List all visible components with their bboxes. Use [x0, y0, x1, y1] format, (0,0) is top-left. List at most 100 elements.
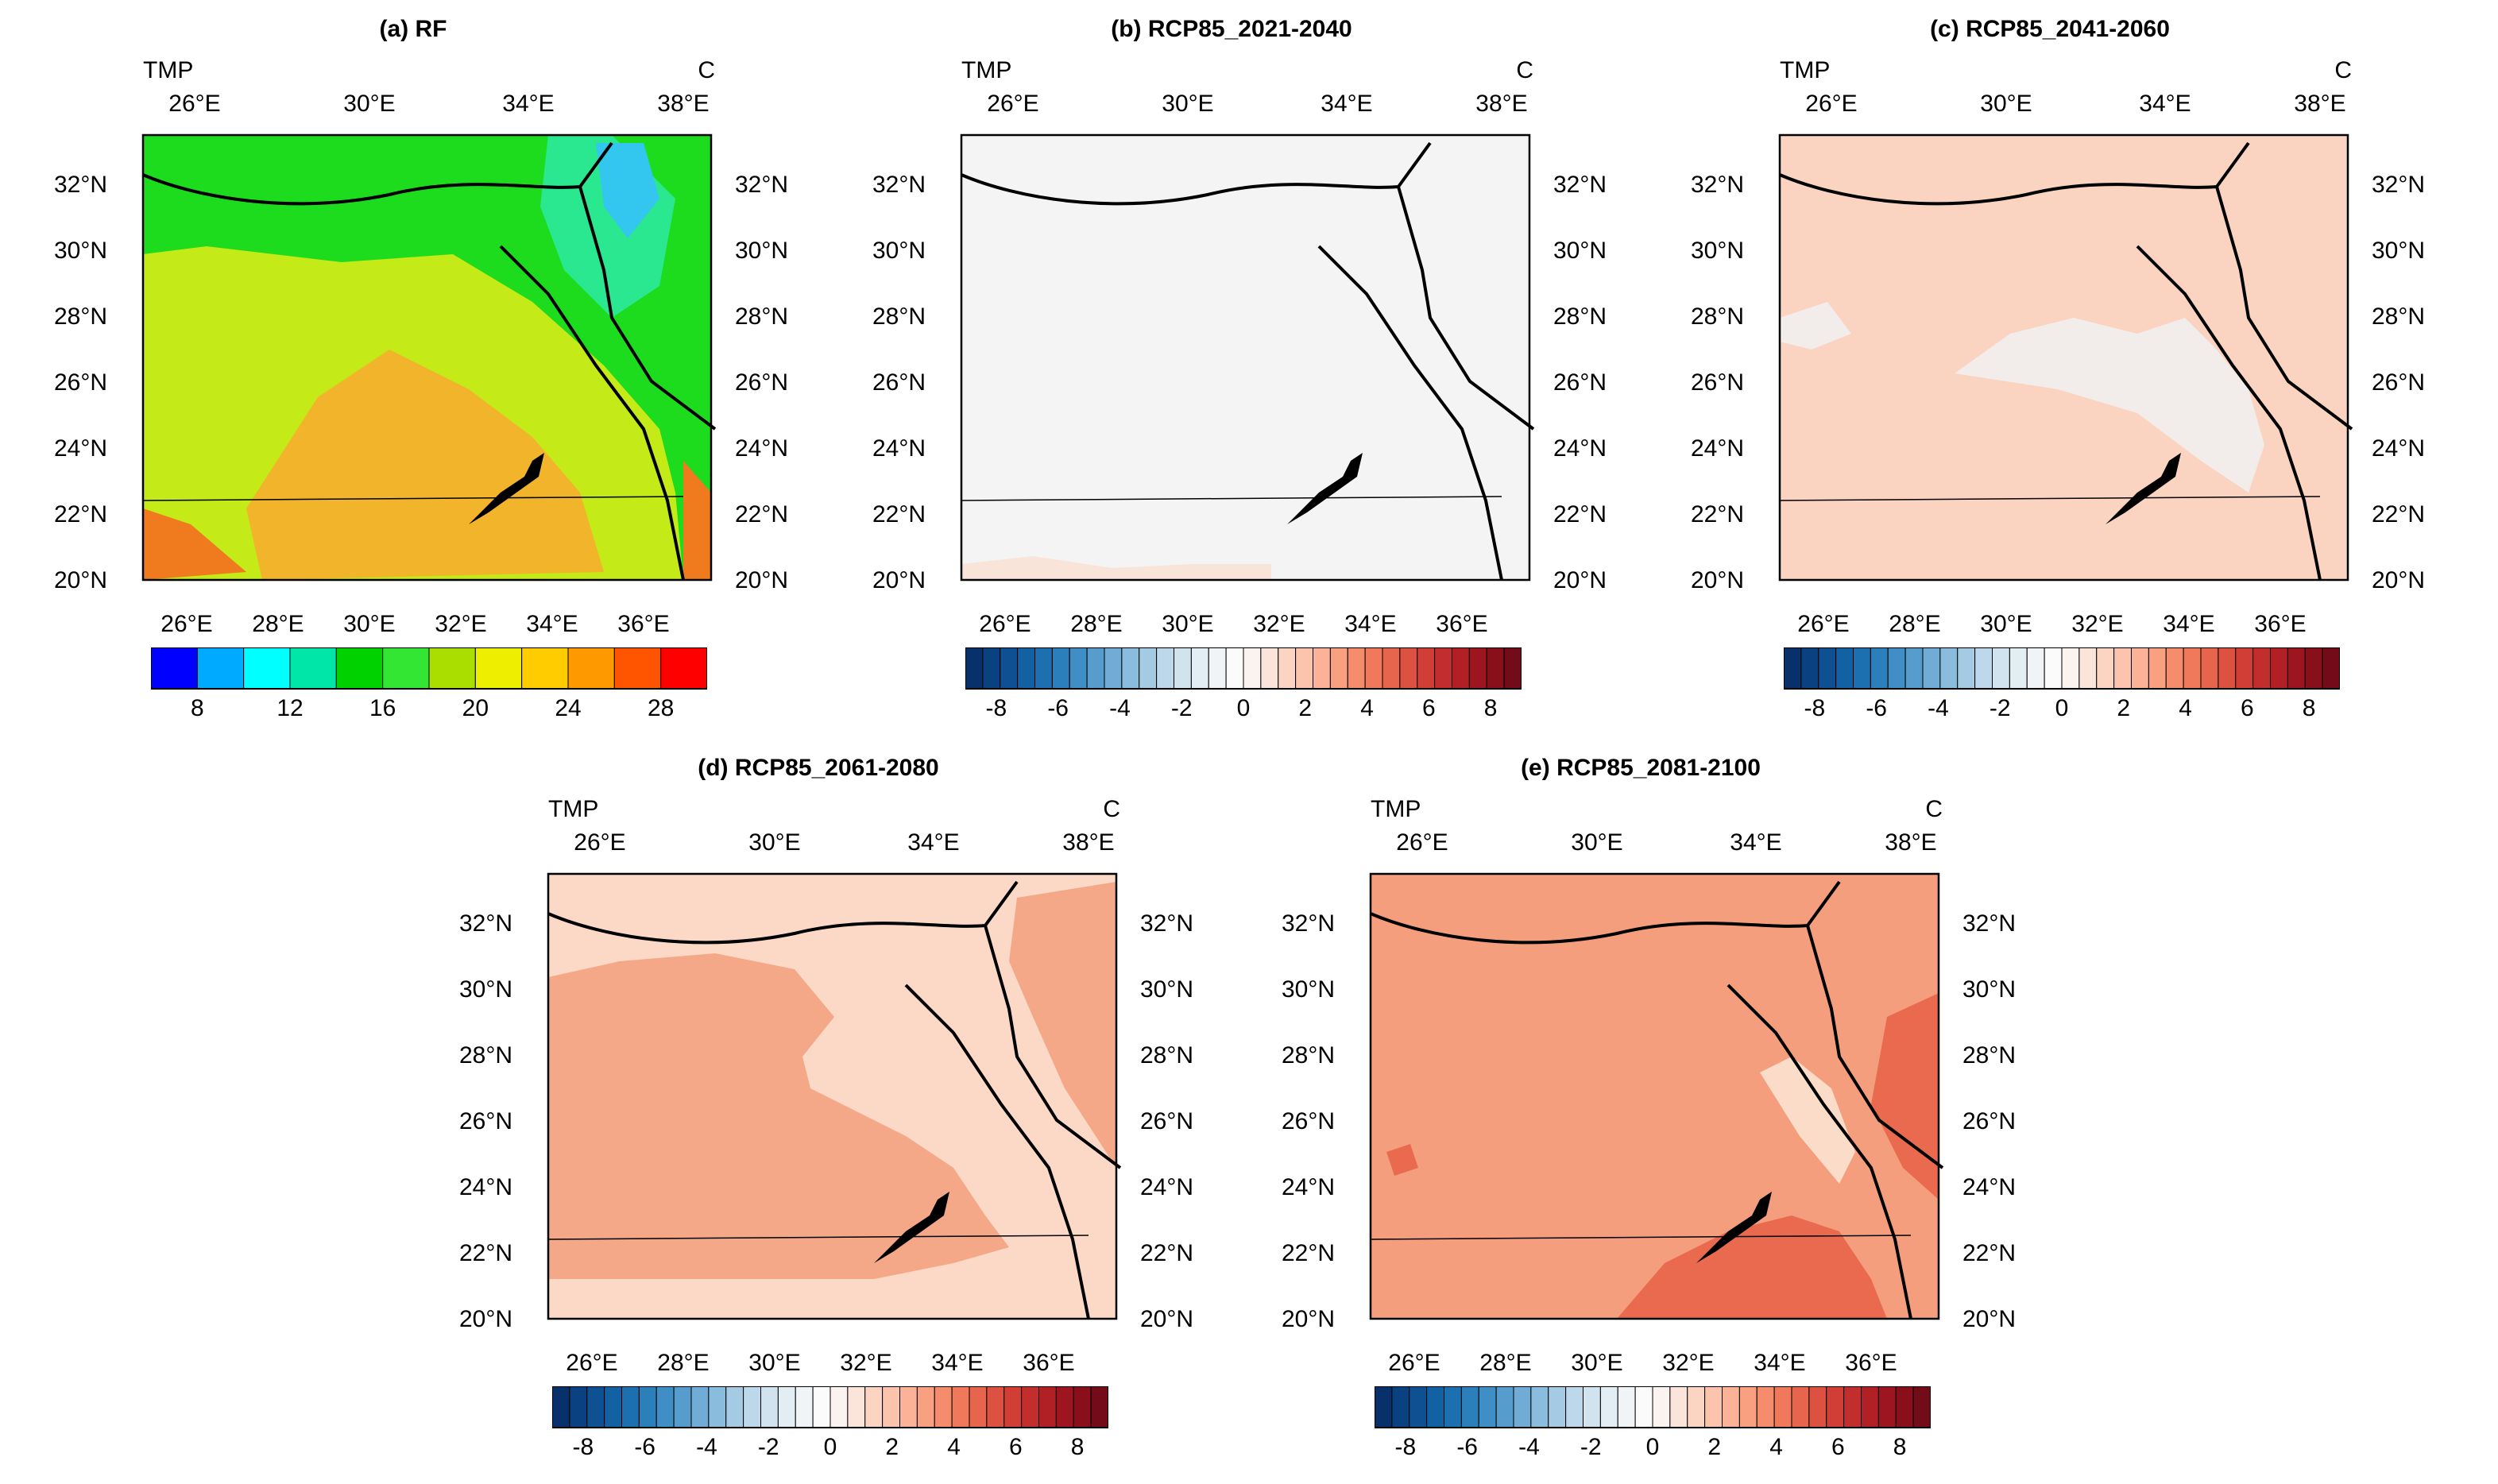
colorbar-swatch	[847, 1385, 866, 1428]
tick-label: 32°N	[1282, 910, 1335, 937]
colorbar: -8 -6 -4 -2 0 2 4 6 8	[1783, 647, 2341, 721]
tick-label: 36°E	[1845, 1350, 1897, 1376]
tick-label: 32°E	[435, 611, 486, 637]
variable-label: TMP	[548, 796, 599, 822]
tick-label: 32°N	[735, 172, 788, 198]
hot-region	[1871, 993, 1939, 1200]
colorbar-swatch	[1468, 647, 1487, 690]
colorbar-swatch	[708, 1385, 727, 1428]
colorbar-label: -4	[1928, 695, 1949, 719]
nile-gulf-coast	[499, 245, 685, 581]
colorbar-swatch	[899, 1385, 918, 1428]
coastline	[961, 141, 1432, 206]
colorbar-swatch	[1843, 1385, 1862, 1428]
colorbar-swatch	[2078, 647, 2098, 690]
colorbar-swatch	[1565, 1385, 1583, 1428]
colorbar-swatch	[660, 647, 708, 690]
map-frame-border	[1778, 133, 2349, 582]
tick-label: 34°E	[1730, 829, 1781, 856]
colorbar-swatch	[2061, 647, 2080, 690]
units-label: C	[1925, 796, 1943, 822]
colorbar-swatch	[1364, 647, 1383, 690]
tick-label: 24°N	[1282, 1174, 1335, 1200]
colorbar-swatch	[289, 647, 337, 690]
tick-label: 34°E	[1754, 1350, 1805, 1376]
colorbar-label: -2	[1990, 695, 2011, 719]
colorbar-swatch	[586, 1385, 605, 1428]
hot-region	[246, 350, 604, 580]
colorbar-swatch	[1513, 1385, 1532, 1428]
colorbar-label: -8	[573, 1434, 594, 1458]
colorbar-swatch	[1003, 1385, 1023, 1428]
colorbar-label: -8	[986, 695, 1007, 719]
tick-label: 26°N	[2372, 369, 2425, 396]
map-frame-border	[960, 133, 1531, 582]
colorbar-label: 2	[2117, 695, 2130, 719]
colorbar-swatch	[1503, 647, 1522, 690]
coastline	[142, 141, 613, 206]
tick-label: 26°N	[1140, 1108, 1193, 1134]
tick-label: 22°N	[1691, 501, 1744, 528]
colorbar-svg: -8 -6 -4 -2 0 2 4 6 8	[551, 1385, 1109, 1460]
tick-label: 20°N	[1962, 1306, 2016, 1332]
tick-label: 34°E	[907, 829, 959, 856]
colorbar-swatch	[1791, 1385, 1810, 1428]
tick-label: 26°N	[1282, 1108, 1335, 1134]
colorbar-swatch	[1992, 647, 2010, 690]
tick-label: 34°E	[1344, 611, 1396, 637]
colorbar-label: 20	[462, 695, 489, 719]
map-frame: 26°E 30°E 34°E 38°E 32°N 30°N 28°N 26°N …	[1282, 829, 2016, 1376]
tick-label: 32°N	[1962, 910, 2016, 937]
panel-e: (e) RCP85_2081-2100 TMP C 26°E 30°E 34°E…	[1282, 755, 2016, 1460]
units-label: C	[1516, 57, 1533, 83]
panel-d: (d) RCP85_2061-2080 TMP C 26°E 30°E 34°E…	[459, 755, 1193, 1460]
colorbar-swatch	[1486, 647, 1505, 690]
colorbar-swatch	[1021, 1385, 1039, 1428]
colorbar-swatch	[2131, 647, 2149, 690]
colorbar-swatch	[1818, 647, 1837, 690]
tick-label: 22°N	[1553, 501, 1607, 528]
map-frame: 26°E 30°E 34°E 38°E 32°N 30°N 28°N 26°N …	[1691, 91, 2425, 637]
tick-label: 26°N	[872, 369, 926, 396]
colorbar-swatch	[1347, 647, 1366, 690]
map-frame: 26°E 30°E 34°E 38°E 32°N 30°N 28°N 26°N …	[872, 91, 1607, 637]
colorbar-swatch	[613, 647, 662, 690]
lake-nasser	[874, 1192, 949, 1263]
colorbar-swatch	[1225, 647, 1244, 690]
coastline	[547, 880, 1019, 945]
tick-label: 30°E	[1980, 91, 2032, 117]
colorbar-swatch	[1090, 1385, 1109, 1428]
tick-label: 28°N	[1553, 303, 1607, 330]
colorbar-label: 2	[885, 1434, 899, 1458]
colorbar-swatch	[1000, 647, 1019, 690]
colorbar-swatch	[2009, 647, 2028, 690]
tick-label: 24°N	[1691, 435, 1744, 462]
tick-label: 22°N	[735, 501, 788, 528]
colorbar-label: -2	[1171, 695, 1193, 719]
nile-gulf-coast	[1317, 245, 1503, 581]
right-axis: 32°N 30°N 28°N 26°N 24°N 22°N 20°N	[1553, 172, 1607, 593]
tick-label: 32°N	[1140, 910, 1193, 937]
colorbar-swatch	[1877, 1385, 1897, 1428]
panel-title: (c) RCP85_2041-2060	[1930, 16, 2170, 42]
colorbar-swatch	[1773, 1385, 1792, 1428]
colorbar-swatch	[243, 647, 291, 690]
hot-region	[1386, 1144, 1418, 1176]
colorbar-label: 0	[2055, 695, 2069, 719]
tick-label: 22°N	[2372, 501, 2425, 528]
tick-label: 34°E	[2163, 611, 2214, 637]
map-frame: 26°E 30°E 34°E 38°E 32°N 30°N 28°N 26°N …	[459, 829, 1193, 1376]
colorbar-swatch	[428, 647, 476, 690]
tick-label: 30°E	[343, 91, 395, 117]
tick-label: 26°E	[987, 91, 1038, 117]
tick-label: 28°E	[1070, 611, 1122, 637]
colorbar-swatch	[1313, 647, 1331, 690]
tick-label: 26°N	[1553, 369, 1607, 396]
colorbar-swatch	[1208, 647, 1227, 690]
colorbar: -8 -6 -4 -2 0 2 4 6 8	[1374, 1385, 1932, 1460]
colorbar-swatch	[1835, 647, 1854, 690]
colorbar-swatch	[1495, 1385, 1514, 1428]
colorbar-swatch	[1260, 647, 1279, 690]
tick-label: 26°E	[168, 91, 220, 117]
top-axis: 26°E 30°E 34°E 38°E	[1805, 91, 2345, 117]
